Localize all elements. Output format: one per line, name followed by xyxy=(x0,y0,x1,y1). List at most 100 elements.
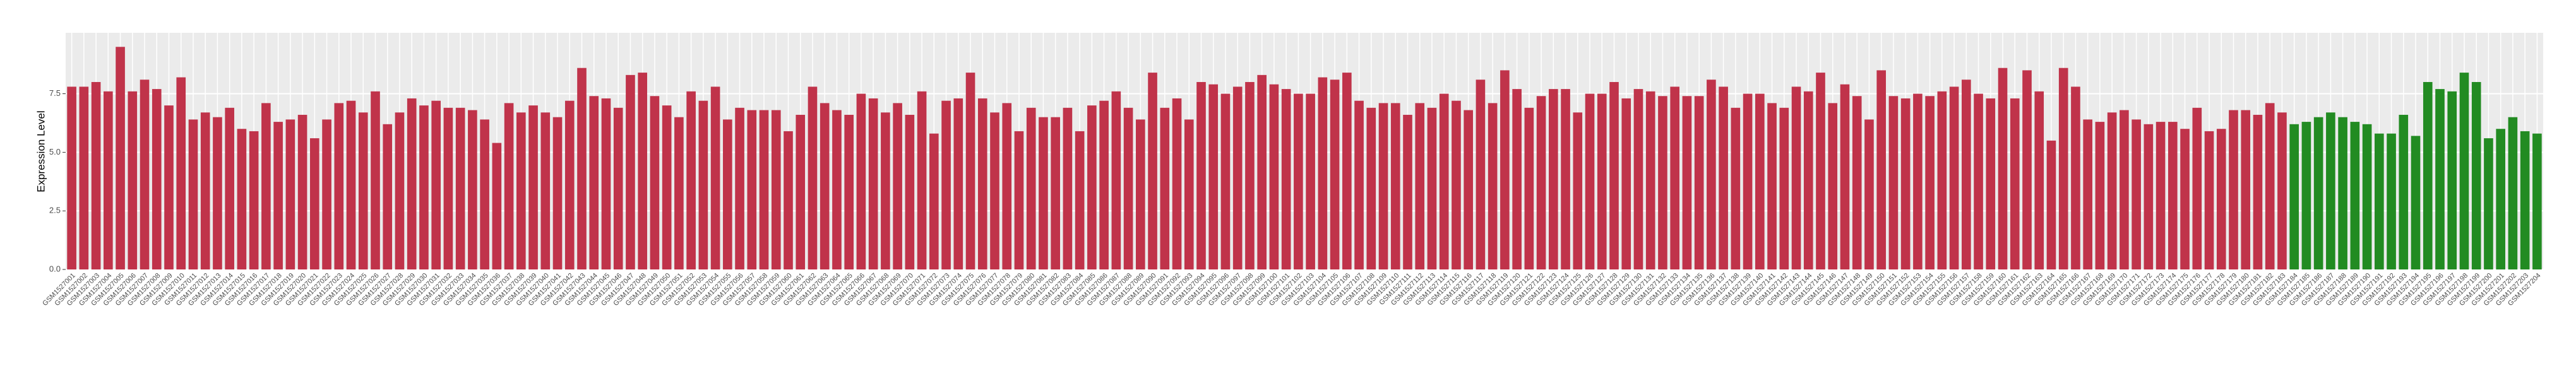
plot-panel xyxy=(66,33,2543,269)
bar xyxy=(1707,80,1716,270)
y-tick-label: 5.0 xyxy=(49,147,61,156)
bar xyxy=(480,119,489,269)
bar xyxy=(1136,119,1145,269)
bar xyxy=(589,96,599,269)
bar xyxy=(2520,131,2530,269)
bar xyxy=(310,138,319,269)
bar xyxy=(1366,107,1376,269)
bar xyxy=(2156,122,2166,269)
bar xyxy=(2058,68,2068,270)
bar xyxy=(1427,107,1437,269)
bar xyxy=(941,100,951,269)
bar xyxy=(832,110,842,269)
bar xyxy=(1172,98,1182,270)
bar xyxy=(249,131,259,269)
bar xyxy=(273,122,283,269)
bar xyxy=(1403,114,1412,269)
bar xyxy=(2399,114,2409,269)
bar xyxy=(626,74,635,270)
bar xyxy=(2387,133,2396,269)
bar xyxy=(1536,96,1546,269)
bar xyxy=(371,91,380,269)
bar xyxy=(1160,107,1170,269)
bar xyxy=(698,100,708,269)
bar xyxy=(188,119,198,269)
bar xyxy=(1026,107,1036,269)
bar xyxy=(2095,122,2105,269)
bar xyxy=(2204,131,2214,269)
bar xyxy=(1390,103,1400,269)
bar xyxy=(820,103,830,269)
bar xyxy=(2362,124,2372,269)
bar xyxy=(1415,103,1425,269)
bar xyxy=(213,117,222,269)
bar xyxy=(2107,112,2117,269)
bar xyxy=(2496,129,2505,269)
bar xyxy=(1452,100,1461,269)
bar xyxy=(1876,70,1886,269)
bar xyxy=(2459,73,2469,270)
bar xyxy=(1597,93,1607,269)
bar xyxy=(893,103,902,269)
y-axis-title: Expression Level xyxy=(35,110,47,192)
y-tick-label: 0.0 xyxy=(49,264,61,273)
bar xyxy=(2132,119,2141,269)
bar xyxy=(638,73,647,270)
bar xyxy=(1476,80,1486,270)
bar xyxy=(2375,133,2384,269)
bar xyxy=(1111,91,1121,269)
bar xyxy=(2265,103,2275,269)
bar xyxy=(577,68,587,270)
bar xyxy=(929,133,939,269)
bar xyxy=(237,129,247,269)
bar xyxy=(2508,117,2518,269)
bar xyxy=(2423,81,2433,270)
bar xyxy=(2022,70,2032,269)
bar xyxy=(1378,103,1388,269)
bar xyxy=(1245,81,1255,270)
bar xyxy=(1232,86,1243,269)
bar xyxy=(1561,89,1570,269)
bar xyxy=(395,112,405,269)
bar xyxy=(613,107,623,269)
bar xyxy=(1913,93,1923,269)
bar xyxy=(1645,91,1655,269)
bar xyxy=(747,110,757,269)
bar xyxy=(1488,103,1498,269)
bar xyxy=(1500,70,1510,269)
bar xyxy=(1779,107,1789,269)
bar xyxy=(650,96,660,269)
bar xyxy=(1002,103,1012,269)
bar xyxy=(1208,84,1219,269)
bar xyxy=(856,93,866,269)
bar xyxy=(2010,98,2020,270)
bar xyxy=(2435,89,2445,269)
y-tick-label: 7.5 xyxy=(49,88,61,98)
bar xyxy=(358,112,368,269)
bar xyxy=(200,112,210,269)
bar xyxy=(67,86,76,269)
bar xyxy=(1900,98,1911,270)
bar xyxy=(1925,96,1935,269)
bar xyxy=(261,103,271,269)
bar xyxy=(1148,73,1157,270)
bar xyxy=(104,91,113,269)
bar xyxy=(735,107,744,269)
bar xyxy=(2229,110,2238,269)
bar xyxy=(1549,89,1558,269)
bar xyxy=(1609,81,1619,270)
bar xyxy=(1318,77,1328,269)
bar xyxy=(953,98,963,270)
bar xyxy=(128,91,138,269)
bar xyxy=(2289,124,2299,269)
bar xyxy=(1354,100,1364,269)
bar xyxy=(1512,89,1522,269)
bar xyxy=(1051,117,1060,269)
bar xyxy=(1840,84,1850,269)
bar xyxy=(1184,119,1194,269)
bar xyxy=(504,103,514,269)
bar xyxy=(225,107,234,269)
bar xyxy=(868,98,878,270)
